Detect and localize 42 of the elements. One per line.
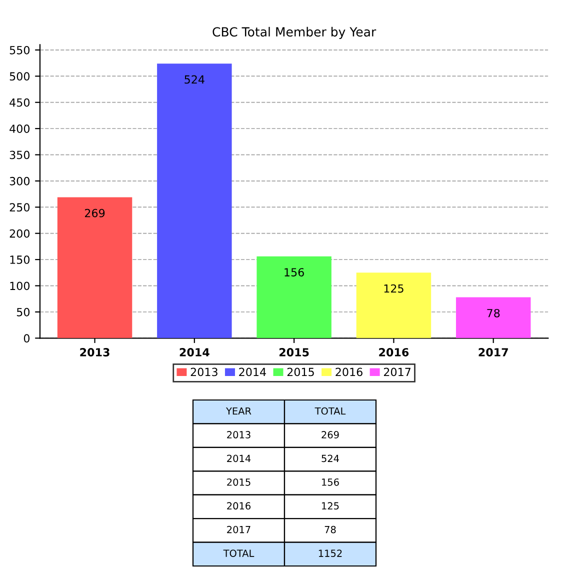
data-label: 125 [384,284,404,293]
text: TOTAL [314,407,346,415]
legend-label: 2014 [239,368,266,376]
y-tick-label: 350 [10,150,30,160]
y-tick-label: 150 [10,256,30,264]
text: TOTAL [223,550,254,557]
data-label: 78 [487,308,500,318]
x-tick-label: 2013 [80,348,110,356]
y-tick-label: 550 [10,46,30,54]
text: 524 [322,454,339,462]
y-tick-label: 200 [10,229,30,238]
text: 78 [324,526,336,534]
x-tick-label: 2017 [478,348,508,356]
y-tick-label: 400 [10,124,30,133]
y-tick-label: 250 [10,203,30,212]
data-label: 156 [284,268,304,276]
y-tick-label: 100 [10,282,30,290]
text: 269 [322,431,339,438]
category-label: 2017 [227,526,250,534]
legend-label: 2016 [336,368,362,376]
text: 1152 [318,550,342,557]
x-tick-label: 2015 [279,348,309,356]
y-tick-label: 300 [10,176,30,186]
text: YEAR [226,407,252,415]
data-label: 524 [184,75,204,84]
y-tick-label: 50 [16,308,30,316]
y-tick-label: 500 [10,72,30,81]
legend-label: 2015 [287,368,314,376]
y-tick-label: 0 [24,334,30,343]
text: 156 [322,478,339,486]
legend-label: 2013 [190,368,218,376]
category-label: 2015 [227,478,250,486]
category-label: 2014 [227,454,251,462]
text: 125 [322,502,339,510]
y-tick-label: 450 [10,98,30,107]
x-tick-label: 2014 [180,348,210,356]
category-label: 2013 [227,431,250,438]
legend-label: 2017 [384,368,410,376]
x-tick-label: 2016 [379,348,409,356]
category-label: 2016 [227,502,251,510]
data-label: 269 [84,208,105,218]
chart-title: CBC Total Member by Year [212,26,376,40]
